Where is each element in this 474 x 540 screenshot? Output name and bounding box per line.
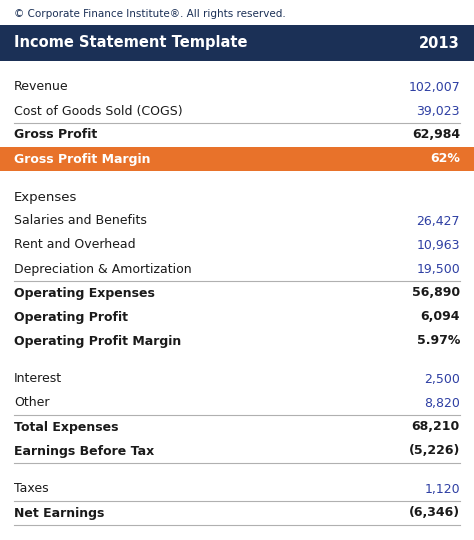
Text: Operating Expenses: Operating Expenses xyxy=(14,287,155,300)
Text: Rent and Overhead: Rent and Overhead xyxy=(14,239,136,252)
Text: 10,963: 10,963 xyxy=(417,239,460,252)
Text: 26,427: 26,427 xyxy=(417,214,460,227)
Text: 2013: 2013 xyxy=(419,36,460,51)
Text: Income Statement Template: Income Statement Template xyxy=(14,36,247,51)
Text: Cost of Goods Sold (COGS): Cost of Goods Sold (COGS) xyxy=(14,105,182,118)
Text: 102,007: 102,007 xyxy=(408,80,460,93)
Text: Interest: Interest xyxy=(14,373,62,386)
Text: 2,500: 2,500 xyxy=(424,373,460,386)
Text: (6,346): (6,346) xyxy=(409,507,460,519)
Text: 6,094: 6,094 xyxy=(420,310,460,323)
Text: Gross Profit Margin: Gross Profit Margin xyxy=(14,152,151,165)
Text: Salaries and Benefits: Salaries and Benefits xyxy=(14,214,147,227)
Text: Other: Other xyxy=(14,396,49,409)
Text: 39,023: 39,023 xyxy=(417,105,460,118)
Bar xyxy=(0,147,474,171)
Text: Operating Profit Margin: Operating Profit Margin xyxy=(14,334,181,348)
Text: 1,120: 1,120 xyxy=(424,483,460,496)
Text: 56,890: 56,890 xyxy=(412,287,460,300)
Text: (5,226): (5,226) xyxy=(409,444,460,457)
Text: 8,820: 8,820 xyxy=(424,396,460,409)
Text: Earnings Before Tax: Earnings Before Tax xyxy=(14,444,154,457)
Text: 62,984: 62,984 xyxy=(412,129,460,141)
Text: Revenue: Revenue xyxy=(14,80,69,93)
Text: Expenses: Expenses xyxy=(14,191,77,204)
Text: 68,210: 68,210 xyxy=(412,421,460,434)
Text: Gross Profit: Gross Profit xyxy=(14,129,97,141)
Text: Total Expenses: Total Expenses xyxy=(14,421,118,434)
Text: 62%: 62% xyxy=(430,152,460,165)
Text: Operating Profit: Operating Profit xyxy=(14,310,128,323)
Text: Net Earnings: Net Earnings xyxy=(14,507,104,519)
Text: 5.97%: 5.97% xyxy=(417,334,460,348)
Text: 19,500: 19,500 xyxy=(416,262,460,275)
Bar xyxy=(0,25,474,61)
Text: © Corporate Finance Institute®. All rights reserved.: © Corporate Finance Institute®. All righ… xyxy=(14,9,286,19)
Text: Taxes: Taxes xyxy=(14,483,49,496)
Text: Depreciation & Amortization: Depreciation & Amortization xyxy=(14,262,191,275)
